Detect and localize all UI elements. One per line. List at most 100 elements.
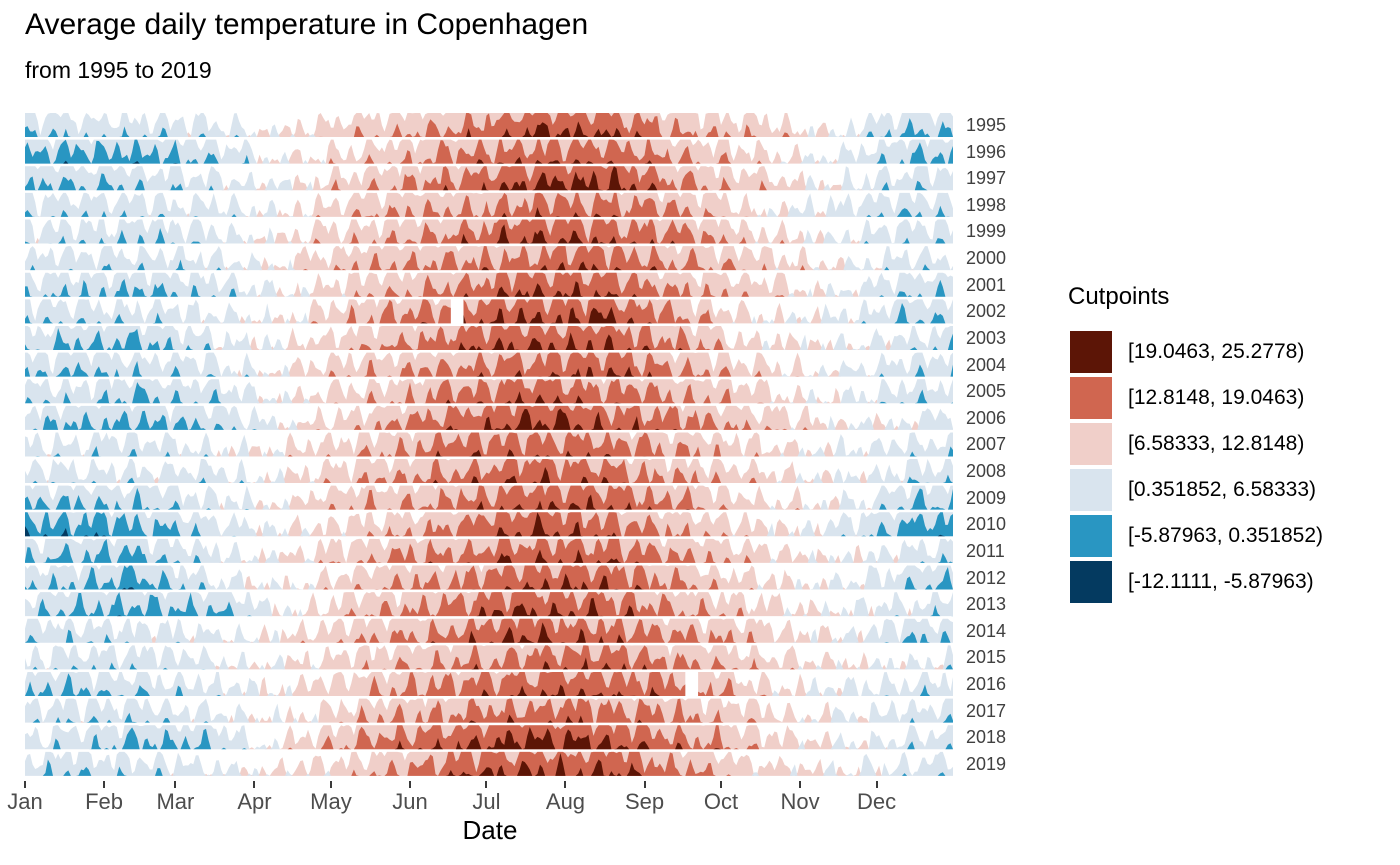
horizon-row-2009 — [25, 485, 953, 510]
legend-swatch-4 — [1070, 515, 1112, 557]
legend-swatch-0 — [1070, 331, 1112, 373]
band-neg-0 — [25, 459, 953, 484]
x-tick-jan — [24, 781, 26, 788]
band-pos-1 — [25, 512, 953, 537]
band-neg-1 — [25, 759, 953, 776]
band-pos-0 — [25, 485, 953, 510]
horizon-row-1999 — [25, 219, 953, 244]
band-pos-0 — [25, 166, 953, 191]
year-label-2002: 2002 — [966, 301, 1007, 322]
band-pos-1 — [25, 219, 953, 244]
x-tick-label-aug: Aug — [545, 789, 586, 814]
band-neg-0 — [25, 645, 953, 670]
year-label-1996: 1996 — [966, 141, 1007, 162]
x-tick-label-oct: Oct — [703, 789, 739, 814]
band-pos-1 — [25, 725, 953, 750]
horizon-row-2011 — [25, 538, 953, 563]
x-tick-label-mar: Mar — [156, 789, 195, 814]
horizon-row-2018 — [25, 725, 953, 750]
band-neg-1 — [25, 592, 953, 617]
year-label-1998: 1998 — [966, 194, 1007, 215]
year-label-2012: 2012 — [966, 567, 1007, 588]
band-pos-1 — [25, 325, 953, 350]
band-neg-0 — [25, 618, 953, 643]
year-label-2011: 2011 — [966, 540, 1005, 561]
x-tick-label-may: May — [310, 789, 352, 814]
x-tick-mar — [174, 781, 177, 788]
x-tick-label-jan: Jan — [7, 789, 43, 814]
band-pos-0 — [25, 459, 953, 484]
band-pos-1 — [25, 192, 953, 217]
horizon-row-2017 — [25, 698, 953, 723]
band-neg-1 — [25, 539, 953, 563]
horizon-row-2001 — [25, 272, 953, 297]
band-pos-1 — [25, 139, 953, 164]
horizon-row-2002 — [25, 299, 953, 324]
band-neg-0 — [25, 592, 953, 617]
x-tick-aug — [564, 781, 567, 788]
x-tick-dec — [875, 781, 878, 788]
horizon-row-2005 — [25, 379, 953, 404]
band-pos-1 — [25, 272, 953, 297]
horizon-row-2004 — [25, 352, 953, 377]
band-pos-1 — [25, 379, 953, 404]
band-pos-0 — [25, 645, 953, 670]
legend-label-0: [19.0463, 25.2778) — [1128, 340, 1305, 363]
year-label-2010: 2010 — [966, 514, 1007, 535]
band-pos-1 — [25, 698, 953, 723]
horizon-row-2013 — [25, 592, 953, 617]
legend-entry-2: [6.58333, 12.8148) — [1070, 423, 1323, 465]
legend: Cutpoints [19.0463, 25.2778) [12.8148, 19… — [1068, 283, 1323, 607]
band-neg-1 — [25, 410, 953, 430]
horizon-row-1995 — [25, 113, 953, 137]
band-pos-1 — [25, 432, 953, 457]
band-pos-1 — [25, 166, 953, 191]
year-label-2015: 2015 — [966, 647, 1007, 668]
legend-label-2: [6.58333, 12.8148) — [1128, 432, 1305, 455]
x-tick-nov — [799, 781, 802, 788]
x-tick-label-apr: Apr — [237, 789, 272, 814]
x-tick-label-jun: Jun — [392, 789, 428, 814]
band-neg-1 — [25, 512, 953, 537]
band-pos-1 — [25, 299, 953, 324]
legend-entry-1: [12.8148, 19.0463) — [1070, 377, 1323, 419]
band-neg-1 — [25, 487, 953, 510]
horizon-row-2000 — [25, 246, 953, 271]
band-neg-0 — [25, 219, 953, 244]
x-tick-jul — [485, 781, 488, 788]
legend-swatch-3 — [1070, 469, 1112, 511]
band-neg-0 — [25, 405, 953, 430]
x-tick-oct — [720, 781, 722, 788]
horizon-row-2006 — [25, 405, 953, 430]
horizon-row-2014 — [25, 618, 953, 643]
legend-label-5: [-12.1111, -5.87963) — [1128, 570, 1314, 593]
chart-subtitle: from 1995 to 2019 — [25, 57, 212, 83]
horizon-row-2016 — [25, 672, 953, 697]
year-label-1999: 1999 — [966, 221, 1007, 242]
legend-entry-0: [19.0463, 25.2778) — [1070, 331, 1323, 373]
year-label-2014: 2014 — [966, 620, 1007, 641]
x-tick-label-sep: Sep — [624, 789, 665, 814]
year-label-2000: 2000 — [966, 248, 1007, 269]
horizon-row-1998 — [25, 192, 953, 217]
year-label-2003: 2003 — [966, 327, 1007, 348]
band-neg-1 — [25, 228, 953, 244]
horizon-row-2003 — [25, 325, 953, 350]
band-neg-1 — [25, 382, 953, 404]
band-pos-2 — [25, 408, 953, 430]
band-pos-1 — [25, 459, 953, 484]
band-neg-0 — [25, 432, 953, 457]
band-pos-1 — [25, 592, 953, 617]
horizon-row-1996 — [25, 139, 953, 164]
band-pos-0 — [25, 219, 953, 244]
band-pos-2 — [25, 753, 953, 776]
year-label-1997: 1997 — [966, 168, 1007, 189]
x-tick-label-nov: Nov — [780, 789, 820, 814]
horizon-row-2019 — [25, 751, 953, 776]
x-tick-feb — [103, 781, 106, 788]
legend-label-4: [-5.87963, 0.351852) — [1128, 524, 1323, 547]
year-label-2008: 2008 — [966, 461, 1007, 482]
legend-entry-4: [-5.87963, 0.351852) — [1070, 515, 1323, 557]
year-label-2001: 2001 — [966, 274, 1007, 295]
